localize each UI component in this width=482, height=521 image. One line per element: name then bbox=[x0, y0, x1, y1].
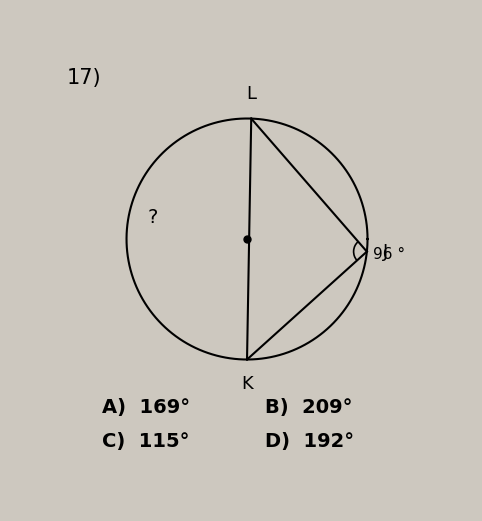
Text: D)  192°: D) 192° bbox=[265, 432, 354, 451]
Text: 96 °: 96 ° bbox=[373, 247, 405, 262]
Text: B)  209°: B) 209° bbox=[265, 398, 353, 417]
Text: A)  169°: A) 169° bbox=[103, 398, 190, 417]
Text: J: J bbox=[383, 243, 388, 260]
Text: 17): 17) bbox=[67, 68, 101, 88]
Text: K: K bbox=[241, 375, 253, 393]
Text: L: L bbox=[246, 85, 256, 103]
Text: ?: ? bbox=[148, 208, 158, 227]
Text: C)  115°: C) 115° bbox=[103, 432, 190, 451]
